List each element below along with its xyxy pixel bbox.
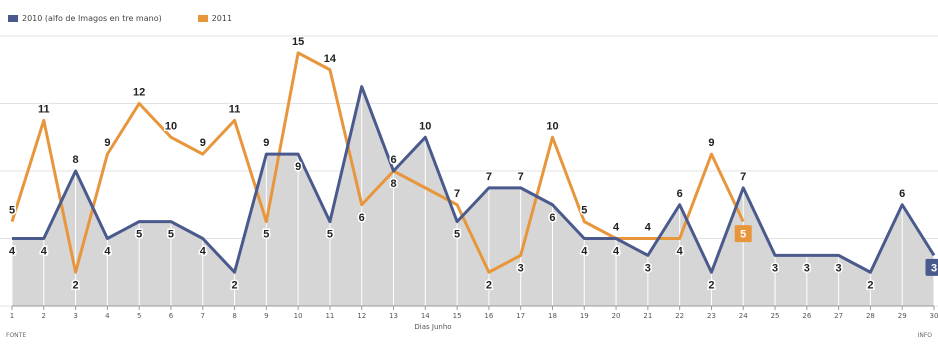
x-axis-title: Dias Junho (414, 323, 451, 331)
x-tick-label: 5 (137, 312, 141, 320)
x-tick-label: 8 (232, 312, 236, 320)
x-tick-label: 4 (105, 312, 110, 320)
data-label: 7 (486, 171, 492, 183)
x-tick-label: 15 (453, 312, 462, 320)
x-tick-label: 30 (930, 312, 938, 320)
series-2-line (10, 51, 745, 274)
x-tick-label: 13 (389, 312, 398, 320)
x-tick-label: 7 (201, 312, 205, 320)
legend-swatch-series-2 (197, 15, 208, 22)
x-tick-label: 3 (73, 312, 77, 320)
x-tick-label: 2 (42, 312, 46, 320)
data-label: 4 (613, 222, 620, 234)
data-label: 2 (867, 279, 873, 291)
data-label: 5 (168, 229, 174, 241)
data-label: 4 (645, 222, 652, 234)
data-label: 3 (772, 262, 778, 274)
data-label: 3 (804, 262, 810, 274)
x-tick-label: 24 (739, 312, 748, 320)
legend-item-series-1: 2010 (alfo de Imagos en tre mano) (8, 14, 162, 23)
data-label: 4 (104, 246, 111, 258)
data-label: 4 (41, 246, 48, 258)
data-label: 8 (73, 154, 79, 166)
data-label: 5 (581, 205, 587, 217)
data-label: 3 (836, 262, 842, 274)
credit-note: INFO (917, 332, 932, 339)
data-label: 2 (231, 279, 237, 291)
data-label: 5 (136, 229, 142, 241)
x-tick-label: 12 (357, 312, 366, 320)
data-label: 5 (263, 229, 269, 241)
data-label: 4 (200, 246, 207, 258)
data-label: 3 (518, 262, 524, 274)
data-label: 5 (327, 229, 333, 241)
data-label: 9 (104, 137, 110, 149)
legend-label-series-2: 2011 (211, 14, 233, 23)
x-tick-label: 1 (10, 312, 14, 320)
x-tick-label: 28 (866, 312, 875, 320)
data-label: 4 (613, 246, 620, 258)
x-tick-label: 29 (898, 312, 907, 320)
data-label: 9 (708, 137, 714, 149)
legend-item-series-2: 2011 (197, 14, 233, 23)
x-tick-label: 26 (802, 312, 811, 320)
data-label: 10 (419, 120, 431, 132)
data-label: 12 (133, 87, 145, 99)
data-label: 9 (200, 137, 206, 149)
x-tick-label: 9 (264, 312, 268, 320)
x-tick-label: 11 (325, 312, 334, 320)
x-tick-label: 19 (580, 312, 589, 320)
x-tick-label: 17 (516, 312, 525, 320)
source-note: FONTE (6, 332, 27, 339)
x-tick-label: 14 (421, 312, 430, 320)
x-tick-label: 22 (675, 312, 684, 320)
x-tick-label: 23 (707, 312, 716, 320)
data-label: 4 (677, 246, 684, 258)
data-label: 5 (454, 229, 460, 241)
data-label: 9 (263, 137, 269, 149)
x-tick-label: 16 (484, 312, 493, 320)
x-tick-label: 25 (771, 312, 780, 320)
data-label: 8 (390, 178, 396, 190)
x-tick-label: 10 (294, 312, 303, 320)
legend-swatch-series-1 (8, 15, 18, 22)
data-label: 6 (899, 188, 905, 200)
data-label: 7 (740, 171, 746, 183)
data-label: 2 (73, 279, 79, 291)
data-label: 2 (708, 279, 714, 291)
x-tick-label: 27 (834, 312, 843, 320)
data-label: 15 (292, 36, 304, 48)
x-tick-label: 20 (612, 312, 621, 320)
data-label: 9 (295, 161, 301, 173)
data-label: 11 (38, 103, 50, 115)
data-label: 6 (549, 212, 555, 224)
data-label: 11 (229, 103, 241, 115)
series-1-line (12, 85, 936, 274)
data-label: 5 (9, 205, 15, 217)
boxed-label-bg (734, 225, 752, 243)
data-label: 10 (546, 120, 558, 132)
data-label: 4 (9, 246, 16, 258)
data-label: 3 (645, 262, 651, 274)
legend-label-series-1: 2010 (alfo de Imagos en tre mano) (22, 14, 162, 23)
data-label: 10 (165, 120, 177, 132)
data-label: 6 (359, 212, 365, 224)
data-label: 2 (486, 279, 492, 291)
chart-legend: 2010 (alfo de Imagos en tre mano) 2011 (8, 14, 232, 23)
data-label: 7 (454, 188, 460, 200)
data-label: 7 (518, 171, 524, 183)
boxed-label-bg (925, 258, 938, 276)
data-label: 6 (390, 154, 396, 166)
x-tick-label: 18 (548, 312, 557, 320)
x-tick-label: 6 (169, 312, 174, 320)
x-tick-label: 21 (643, 312, 652, 320)
series-1-area (12, 86, 934, 306)
data-label-boxed: 3 (931, 262, 937, 274)
data-label-boxed: 5 (740, 229, 746, 241)
data-label: 6 (677, 188, 683, 200)
data-label: 14 (324, 53, 337, 65)
data-label: 4 (581, 246, 588, 258)
